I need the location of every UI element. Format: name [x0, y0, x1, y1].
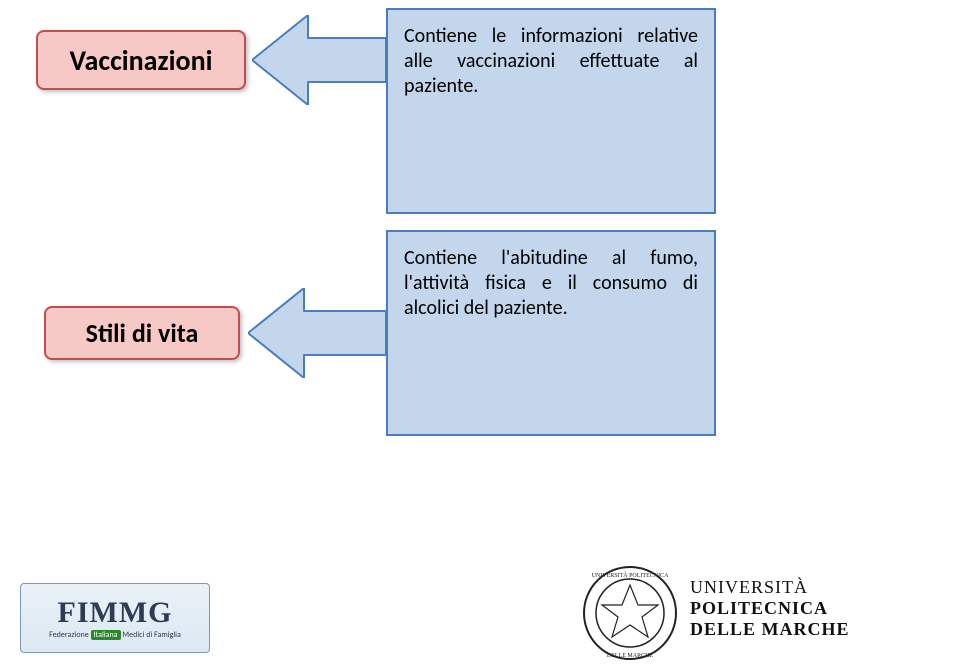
description-vaccinazioni: Contiene le informazioni relative alle v… [386, 8, 716, 214]
logo-fimmg: FIMMG Federazione Italiana Medici di Fam… [20, 583, 210, 653]
logo-fimmg-pre: Federazione [49, 630, 90, 640]
label-stili-di-vita: Stili di vita [44, 306, 240, 360]
logo-fimmg-mid: Italiana [91, 630, 121, 640]
logo-fimmg-post: Medici di Famiglia [121, 630, 181, 640]
logo-univpm-line2: POLITECNICA [690, 598, 930, 619]
description-stili-di-vita: Contiene l'abitudine al fumo, l'attività… [386, 230, 716, 436]
label-stili-text: Stili di vita [86, 317, 199, 349]
arrow-vaccinazioni [252, 15, 386, 105]
label-vaccinazioni: Vaccinazioni [36, 30, 246, 90]
logo-univpm-line1: UNIVERSITÀ [690, 577, 930, 598]
svg-text:UNIVERSITÀ POLITECNICA: UNIVERSITÀ POLITECNICA [592, 571, 669, 579]
slide-canvas: Vaccinazioni Stili di vita Contiene le i… [0, 0, 960, 665]
logo-univpm-seal-icon: UNIVERSITÀ POLITECNICA DELLE MARCHE [580, 563, 680, 663]
svg-text:DELLE MARCHE: DELLE MARCHE [607, 653, 653, 659]
logo-fimmg-full: Federazione Italiana Medici di Famiglia [49, 630, 181, 640]
footer-logos: FIMMG Federazione Italiana Medici di Fam… [0, 567, 960, 657]
description-stili-text: Contiene l'abitudine al fumo, l'attività… [404, 246, 698, 320]
arrow-stili [248, 288, 386, 378]
logo-fimmg-acronym: FIMMG [58, 596, 173, 630]
description-vaccinazioni-text: Contiene le informazioni relative alle v… [404, 24, 698, 98]
logo-univpm-line3: DELLE MARCHE [690, 619, 930, 640]
label-vaccinazioni-text: Vaccinazioni [70, 43, 213, 78]
logo-univpm-text: UNIVERSITÀ POLITECNICA DELLE MARCHE [690, 573, 930, 643]
